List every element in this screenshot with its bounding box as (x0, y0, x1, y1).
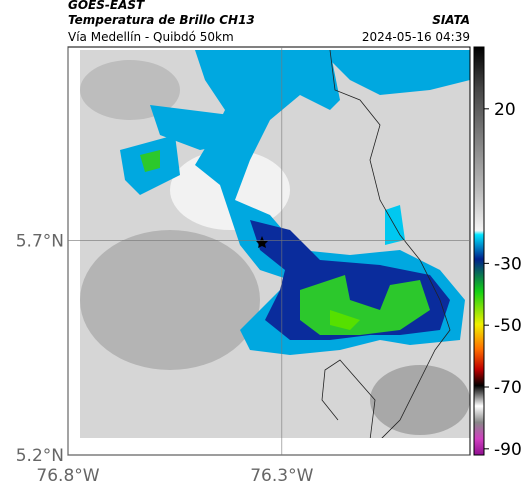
x-tick-label: 76.3°W (250, 466, 313, 486)
colorbar (473, 46, 485, 456)
route: Vía Medellín - Quibdó 50km (68, 30, 234, 44)
subtitle: Temperatura de Brillo CH13 (68, 13, 255, 27)
x-tick-label: 76.8°W (36, 466, 99, 486)
satellite-image (80, 49, 470, 455)
y-tick-label: 5.2°N (16, 446, 64, 466)
title: GOES-EAST (68, 0, 145, 12)
y-tick-label: 5.7°N (16, 231, 64, 251)
source: SIATA (432, 13, 470, 27)
colorbar-tick-label: -50 (494, 316, 522, 336)
colorbar-tick-label: -70 (494, 378, 522, 398)
timestamp: 2024-05-16 04:39 (362, 30, 470, 44)
colorbar-tick-label: -30 (494, 254, 522, 274)
colorbar-tick-label: -90 (494, 440, 522, 460)
colorbar-tick-label: 20 (494, 100, 516, 120)
